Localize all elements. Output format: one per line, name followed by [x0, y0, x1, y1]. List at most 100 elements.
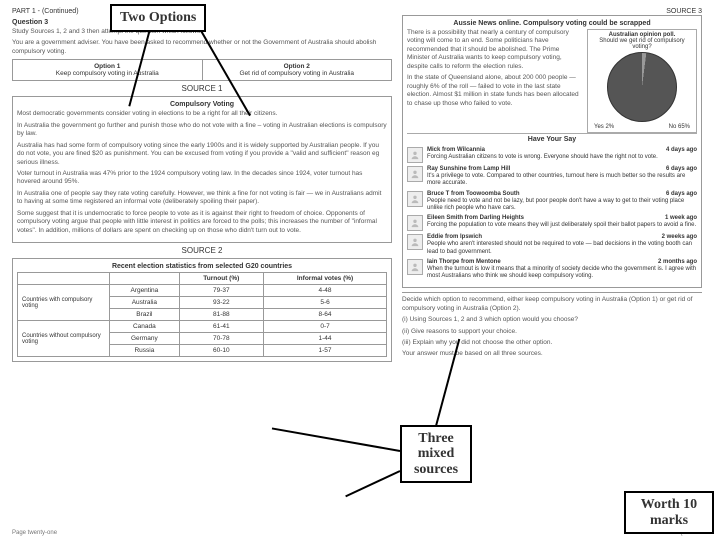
cell: Russia	[110, 345, 179, 357]
left-column: PART 1 - (Continued) Question 3 Study So…	[12, 8, 392, 365]
worksheet-page: PART 1 - (Continued) Question 3 Study So…	[0, 0, 720, 540]
part-label: PART 1 - (Continued)	[12, 8, 79, 15]
no-label: No	[669, 124, 677, 130]
comment-author: Ray Sunshine from Lamp Hill	[427, 166, 510, 173]
option-1: Option 1 Keep compulsory voting in Austr…	[13, 60, 202, 80]
comment-text: Forcing Australian citizens to vote is w…	[427, 154, 697, 161]
cell: Canada	[110, 321, 179, 333]
comment-time: 4 days ago	[666, 147, 697, 154]
cell: 60-10	[179, 345, 264, 357]
pie-labels: Yes 2% No 65%	[590, 124, 694, 130]
callout-three-sources: Three mixed sources	[400, 425, 472, 483]
callout-two-options: Two Options	[110, 4, 206, 32]
source1-p6: Some suggest that it is undemocratic to …	[17, 210, 387, 235]
cell: 5-6	[264, 297, 387, 309]
source1-title: Compulsory Voting	[17, 101, 387, 108]
have-your-say: Have Your Say	[407, 133, 697, 143]
option-1-text: Keep compulsory voting in Australia	[16, 70, 199, 77]
comment-item: Mick from Wilcannia 4 days agoForcing Aus…	[407, 147, 697, 163]
source3-p1: There is a possibility that nearly a cen…	[407, 29, 583, 71]
cell: Australia	[110, 297, 179, 309]
col-country	[110, 273, 179, 285]
task-note: Your answer must be based on all three s…	[402, 350, 702, 358]
no-pct: 65%	[678, 124, 690, 130]
right-column: SOURCE 3 Aussie News online. Compulsory …	[402, 8, 702, 362]
poll-row: There is a possibility that nearly a cen…	[407, 29, 697, 133]
comment-item: Eileen Smith from Darling Heights 1 week …	[407, 215, 697, 231]
source3-headline: Aussie News online. Compulsory voting co…	[407, 20, 697, 27]
source1-p5: In Australia one of people say they rate…	[17, 190, 387, 207]
comment-time: 1 week ago	[665, 215, 697, 222]
source1-p3: Australia has had some form of compulsor…	[17, 142, 387, 167]
cell: 1-44	[264, 333, 387, 345]
comment-item: Eddie from Ipswich2 weeks agoPeople who …	[407, 234, 697, 256]
task-ii: (ii) Give reasons to support your choice…	[402, 328, 702, 336]
source1-p4: Voter turnout in Australia was 47% prior…	[17, 170, 387, 187]
cell: 0-7	[264, 321, 387, 333]
group2-label: Countries without compulsory voting	[18, 321, 110, 357]
comment-time: 2 weeks ago	[662, 234, 697, 241]
comments-list: Mick from Wilcannia 4 days agoForcing Aus…	[407, 147, 697, 280]
table-row: Countries without compulsory votingCanad…	[18, 321, 387, 333]
source2-box: Recent election statistics from selected…	[12, 258, 392, 362]
comment-time: 6 days ago	[666, 166, 697, 173]
poll-chart: Australian opinion poll. Should we get r…	[587, 29, 697, 133]
task-intro: Decide which option to recommend, either…	[402, 296, 702, 313]
comment-body: Bruce T from Toowoomba South 6 days agoPe…	[427, 191, 697, 213]
pie-chart-icon	[607, 52, 677, 122]
cell: 81-88	[179, 309, 264, 321]
comment-author: Mick from Wilcannia	[427, 147, 485, 154]
comment-author: Eddie from Ipswich	[427, 234, 482, 241]
col-blank	[18, 273, 110, 285]
comment-item: Bruce T from Toowoomba South 6 days agoPe…	[407, 191, 697, 213]
cell: 4-48	[264, 285, 387, 297]
comment-author: Iain Thorpe from Mentone	[427, 259, 501, 266]
col-informal: Informal votes (%)	[264, 273, 387, 285]
comment-author: Eileen Smith from Darling Heights	[427, 215, 524, 222]
group1-label: Countries with compulsory voting	[18, 285, 110, 321]
comment-body: Eddie from Ipswich2 weeks agoPeople who …	[427, 234, 697, 256]
question-scenario: You are a government adviser. You have b…	[12, 39, 392, 56]
page-footer: Page twenty-one [Turn over	[12, 530, 708, 536]
comment-body: Eileen Smith from Darling Heights 1 week …	[427, 215, 697, 231]
cell: 61-41	[179, 321, 264, 333]
cell: 70-78	[179, 333, 264, 345]
source1-p1: Most democratic governments consider vot…	[17, 110, 387, 118]
callout-line	[345, 470, 400, 497]
yes-label: Yes	[594, 124, 604, 130]
comment-time: 2 months ago	[658, 259, 697, 266]
comment-body: Mick from Wilcannia 4 days agoForcing Aus…	[427, 147, 697, 163]
cell: 1-57	[264, 345, 387, 357]
source3-box: Aussie News online. Compulsory voting co…	[402, 15, 702, 288]
avatar-icon	[407, 166, 423, 182]
comment-item: Iain Thorpe from Mentone2 months agoWhen…	[407, 259, 697, 281]
source2-label: SOURCE 2	[12, 246, 392, 255]
table-header-row: Turnout (%) Informal votes (%)	[18, 273, 387, 285]
source2-title: Recent election statistics from selected…	[17, 263, 387, 270]
task-i: (i) Using Sources 1, 2 and 3 which optio…	[402, 316, 702, 324]
option-2-text: Get rid of compulsory voting in Australi…	[206, 70, 389, 77]
source1-box: Compulsory Voting Most democratic govern…	[12, 96, 392, 243]
cell: Brazil	[110, 309, 179, 321]
avatar-icon	[407, 215, 423, 231]
cell: Germany	[110, 333, 179, 345]
comment-item: Ray Sunshine from Lamp Hill6 days agoIt'…	[407, 166, 697, 188]
comment-text: Forcing the population to vote means the…	[427, 222, 697, 229]
source3-p2: In the state of Queensland alone, about …	[407, 74, 583, 108]
cell: 8-64	[264, 309, 387, 321]
callout-line	[272, 427, 400, 452]
comment-time: 6 days ago	[666, 191, 697, 198]
cell: 79-37	[179, 285, 264, 297]
task-iii: (iii) Explain why you did not choose the…	[402, 339, 702, 347]
source1-label: SOURCE 1	[12, 84, 392, 93]
comment-text: People need to vote and not be lazy, but…	[427, 198, 697, 212]
options-table: Option 1 Keep compulsory voting in Austr…	[12, 59, 392, 81]
col-turnout: Turnout (%)	[179, 273, 264, 285]
comment-body: Iain Thorpe from Mentone2 months agoWhen…	[427, 259, 697, 281]
comment-author: Bruce T from Toowoomba South	[427, 191, 520, 198]
stats-table: Turnout (%) Informal votes (%) Countries…	[17, 272, 387, 357]
source3-label: SOURCE 3	[402, 8, 702, 15]
cell: Argentina	[110, 285, 179, 297]
avatar-icon	[407, 259, 423, 275]
yes-pct: 2%	[605, 124, 614, 130]
